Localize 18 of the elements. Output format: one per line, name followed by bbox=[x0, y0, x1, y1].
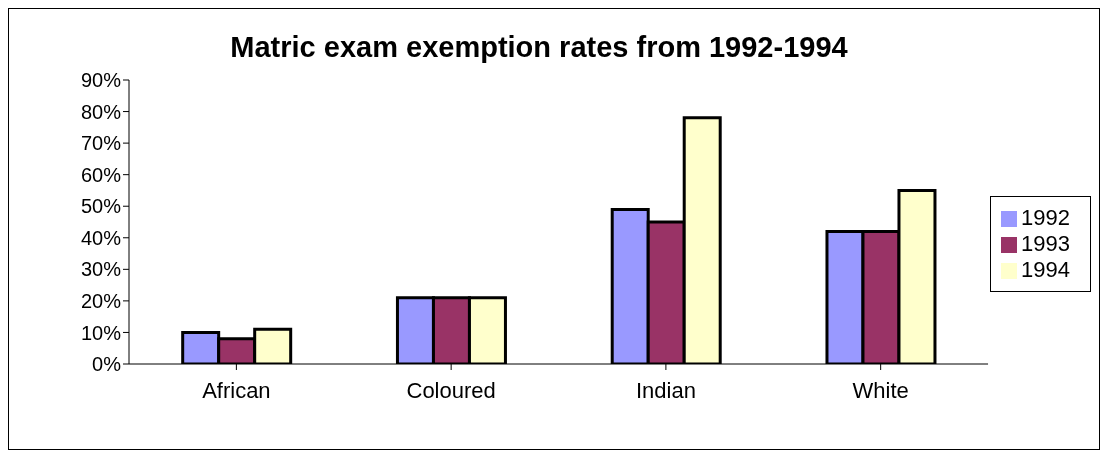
y-tick-label: 20% bbox=[80, 289, 122, 312]
y-tick-label: 80% bbox=[80, 100, 122, 123]
x-tick-label: Coloured bbox=[406, 377, 496, 403]
x-tick-label: African bbox=[202, 377, 271, 403]
x-tick-label: Indian bbox=[635, 377, 696, 403]
legend-label: 1993 bbox=[1021, 231, 1070, 256]
y-tick-label: 10% bbox=[80, 321, 122, 344]
legend-label: 1992 bbox=[1021, 205, 1070, 230]
y-tick-label: 60% bbox=[80, 163, 122, 186]
y-tick-label: 30% bbox=[80, 258, 122, 281]
y-tick-label: 90% bbox=[80, 69, 122, 92]
x-tick-label: White bbox=[852, 377, 909, 403]
legend-label: 1994 bbox=[1021, 257, 1070, 282]
y-tick-label: 0% bbox=[92, 353, 122, 376]
chart-title: Matric exam exemption rates from 1992-1994 bbox=[229, 31, 849, 64]
y-tick-label: 70% bbox=[80, 132, 122, 155]
y-tick-label: 50% bbox=[80, 195, 122, 218]
y-tick-label: 40% bbox=[80, 226, 122, 249]
